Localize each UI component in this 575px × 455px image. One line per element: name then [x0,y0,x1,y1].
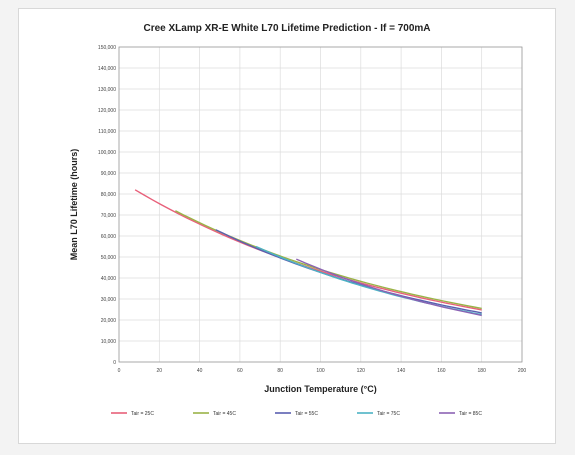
legend-label: Tair = 85C [459,411,482,417]
y-tick-label: 80,000 [101,192,117,198]
grid [118,46,523,363]
x-tick-label: 120 [357,368,366,374]
y-tick-label: 30,000 [101,297,117,303]
x-tick-label: 80 [277,368,283,374]
series-line [296,258,482,317]
y-tick-label: 10,000 [101,339,117,345]
x-tick-label: 160 [437,368,446,374]
plot-area-border [118,46,523,363]
y-tick-label: 90,000 [101,171,117,177]
legend: Tair = 25C Tair = 45C Tair = 55C Tair = 75C… [111,411,482,417]
x-tick-label: 100 [316,368,325,374]
x-tick-label: 140 [397,368,406,374]
x-tick-label: 60 [237,368,243,374]
y-tick-label: 20,000 [101,318,117,324]
chart: Cree XLamp XR-E White L70 Lifetime Predi… [69,23,527,417]
y-tick-label: 130,000 [98,87,116,93]
y-tick-label: 0 [113,360,116,366]
y-tick-label: 70,000 [101,213,117,219]
chart-frame: Cree XLamp XR-E White L70 Lifetime Predi… [18,8,556,444]
x-axis-ticks: 0 20 40 60 80 100 120 140 160 180 200 [118,368,527,374]
y-tick-label: 120,000 [98,108,116,114]
x-tick-label: 200 [518,368,527,374]
y-axis-label: Mean L70 Lifetime (hours) [69,149,79,261]
series-lines [134,189,482,317]
x-tick-label: 20 [157,368,163,374]
chart-title: Cree XLamp XR-E White L70 Lifetime Predi… [143,23,430,34]
legend-label: Tair = 25C [131,411,154,417]
y-tick-label: 40,000 [101,276,117,282]
y-axis-ticks: 0 10,000 20,000 30,000 40,000 50,000 60,000 70,… [98,45,116,366]
legend-label: Tair = 45C [213,411,236,417]
series-line [175,210,482,310]
y-tick-label: 140,000 [98,66,116,72]
x-tick-label: 40 [197,368,203,374]
x-tick-label: 180 [478,368,487,374]
y-tick-label: 100,000 [98,150,116,156]
x-axis-label: Junction Temperature (°C) [264,384,376,394]
y-tick-label: 110,000 [98,129,116,135]
y-tick-label: 50,000 [101,255,117,261]
x-tick-label: 0 [118,368,121,374]
legend-label: Tair = 55C [295,411,318,417]
y-tick-label: 60,000 [101,234,117,240]
series-line [134,189,482,311]
legend-label: Tair = 75C [377,411,400,417]
y-tick-label: 150,000 [98,45,116,51]
